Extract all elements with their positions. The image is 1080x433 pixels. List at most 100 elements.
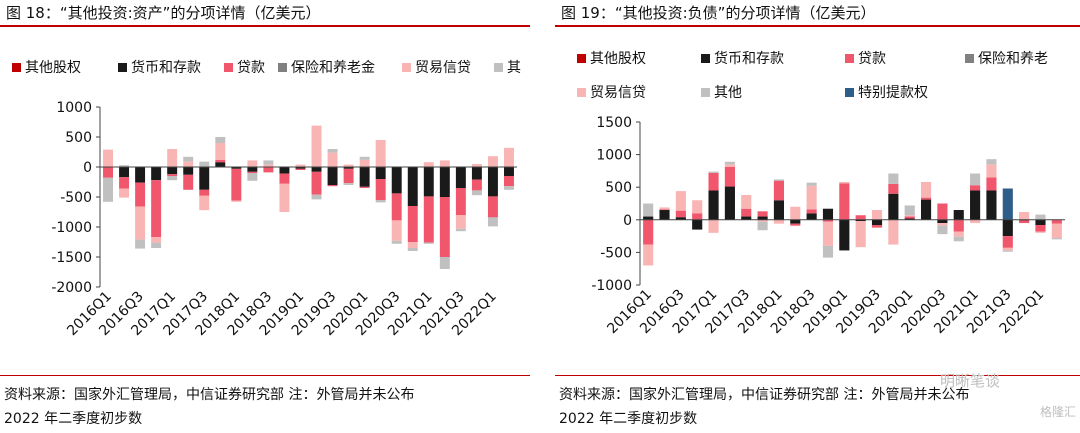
right-bar-2018Q1-s1: [773, 200, 785, 220]
right-bar-2021Q3-s5: [1002, 250, 1013, 252]
left-bar-2019Q2-s5: [311, 194, 322, 200]
right-source-note: 资料来源：国家外汇管理局，中信证券研究部 注：外管局并未公布 2022 年二季度…: [559, 383, 969, 431]
right-y-tick-label: 1500: [596, 115, 632, 131]
right-bar-2017Q2-s4: [724, 164, 735, 167]
right-legend-swatch-1: [701, 54, 710, 63]
right-bar-2020Q3-s2: [937, 203, 948, 220]
right-bar-2016Q1-s1: [643, 216, 654, 220]
left-bar-2021Q2-s2: [439, 197, 450, 257]
left-bar-2021Q4-s5: [471, 190, 482, 196]
left-bar-2020Q1-s2: [359, 186, 370, 188]
left-bar-2021Q4-s1: [471, 167, 482, 180]
left-bar-2021Q3-s1: [455, 167, 466, 188]
left-bar-2020Q3-s5: [391, 240, 402, 244]
right-bar-2022Q2-s5: [1051, 238, 1062, 240]
right-bar-2019Q2-s4: [855, 221, 866, 248]
right-y-tick-label: -1000: [591, 278, 632, 294]
right-bar-2016Q3-s2: [675, 210, 686, 218]
right-bar-2022Q2-s4: [1051, 223, 1062, 239]
right-bar-2022Q1-s1: [1035, 219, 1046, 226]
right-bar-2019Q4-s4: [888, 219, 899, 245]
right-bar-2020Q3-s4: [937, 223, 948, 226]
right-bar-2016Q1-s4: [643, 244, 654, 266]
left-bar-2017Q2-s4: [183, 161, 194, 167]
right-bar-2018Q2-s1: [790, 219, 801, 224]
right-bar-2017Q3-s1: [741, 216, 752, 220]
left-bar-2016Q3-s1: [135, 167, 146, 183]
left-bar-2018Q2-s5: [247, 173, 258, 181]
left-bar-2020Q4-s2: [407, 206, 418, 242]
left-bar-2018Q4-s4: [279, 183, 290, 212]
left-bar-2019Q3-s1: [327, 167, 338, 185]
left-bar-2017Q4-s1: [215, 162, 226, 167]
right-bar-2019Q4-s5: [888, 173, 899, 184]
right-bar-2020Q4-s2: [953, 219, 964, 232]
right-bar-2020Q1-s4: [904, 215, 915, 217]
right-bar-2021Q1-s2: [970, 185, 981, 191]
left-bar-2018Q1-s1: [231, 167, 242, 169]
left-bar-2017Q2-s2: [183, 174, 194, 190]
right-bar-2019Q2-s2: [855, 215, 866, 220]
left-bar-2019Q1-s2: [295, 168, 306, 170]
left-bar-2021Q1-s2: [423, 196, 434, 243]
left-legend-swatch-2: [224, 63, 233, 72]
left-bar-2016Q3-s5: [135, 239, 146, 249]
left-bar-2017Q4-s2: [215, 159, 226, 163]
right-bar-2016Q2-s2: [659, 209, 670, 211]
left-bar-2022Q2-s5: [504, 186, 514, 190]
left-bar-2016Q3-s2: [135, 182, 146, 207]
left-bar-2017Q1-s5: [167, 176, 178, 181]
left-bar-2021Q3-s5: [455, 228, 466, 232]
right-bar-2018Q3-s2: [806, 209, 817, 214]
right-bar-2021Q1-s1: [970, 190, 981, 220]
left-bar-2017Q4-s5: [215, 137, 226, 143]
right-bar-2018Q1-s5: [773, 179, 785, 181]
left-bar-2019Q2-s2: [311, 171, 322, 195]
left-bar-2016Q3-s4: [135, 206, 146, 240]
left-bar-2017Q3-s5: [199, 161, 210, 167]
left-bar-2017Q1-s4: [167, 149, 178, 167]
right-source-line-1: 资料来源：国家外汇管理局，中信证券研究部 注：外管局并未公布: [559, 387, 970, 403]
left-bar-2022Q1-s2: [487, 196, 498, 218]
left-bar-2020Q1-s1: [359, 167, 370, 187]
left-bar-2020Q4-s5: [407, 248, 418, 251]
left-legend-swatch-1: [118, 63, 127, 72]
left-bar-2020Q4-s4: [407, 242, 418, 248]
right-bar-2020Q4-s1: [953, 210, 964, 220]
right-bar-2016Q2-s1: [659, 210, 670, 220]
right-y-tick-label: 500: [605, 180, 632, 196]
left-bar-2016Q1-s4: [103, 149, 113, 167]
right-figure-title: 图 19：“其他投资:负债”的分项详情（亿美元）: [561, 4, 876, 22]
right-bar-2020Q1-s5: [904, 205, 915, 216]
right-y-tick-label: 0: [623, 213, 632, 229]
left-bar-2018Q2-s2: [247, 171, 258, 173]
left-bar-2018Q2-s4: [247, 160, 258, 167]
left-bar-2021Q1-s1: [423, 167, 434, 197]
right-bar-2018Q2-s2: [790, 223, 801, 226]
left-bar-2020Q2-s5: [375, 200, 386, 203]
left-bar-2020Q1-s5: [359, 156, 370, 160]
left-source-note: 资料来源：国家外汇管理局，中信证券研究部 注：外管局并未公布 2022 年二季度…: [4, 383, 414, 431]
left-bar-2022Q1-s1: [487, 167, 498, 197]
left-bar-2016Q1-s2: [103, 167, 113, 178]
left-bar-2017Q1-s1: [167, 167, 178, 175]
left-bar-2019Q3-s5: [327, 149, 338, 153]
left-bar-2016Q2-s2: [119, 177, 130, 189]
left-y-tick-label: -2000: [51, 280, 92, 296]
right-bar-2018Q4-s1: [822, 208, 834, 220]
left-source-line-1: 资料来源：国家外汇管理局，中信证券研究部 注：外管局并未公布: [4, 387, 415, 403]
right-bar-2020Q2-s1: [920, 199, 932, 220]
right-bar-2020Q4-s4: [953, 231, 964, 237]
left-y-tick-label: 0: [83, 160, 92, 176]
right-bar-2020Q2-s2: [920, 197, 932, 200]
right-bar-2018Q3-s5: [806, 182, 817, 186]
left-bar-2021Q3-s4: [455, 215, 466, 229]
right-bar-2019Q3-s1: [871, 219, 883, 226]
right-bar-2021Q3-s2: [1002, 236, 1013, 248]
right-legend-swatch-4: [577, 88, 586, 97]
left-bar-2019Q3-s2: [327, 185, 338, 187]
left-bar-2020Q2-s4: [375, 140, 386, 167]
right-bar-2021Q2-s2: [986, 177, 997, 191]
left-bar-2021Q3-s2: [455, 188, 466, 215]
